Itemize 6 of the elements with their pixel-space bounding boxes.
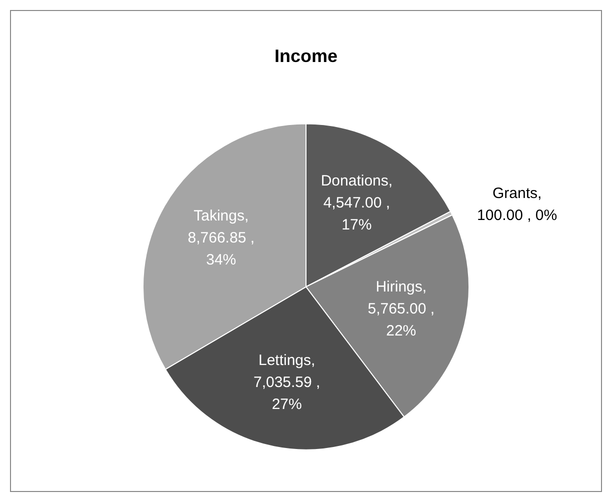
chart-title: Income: [274, 46, 338, 66]
slice-label: Grants, 100.00 , 0%: [477, 185, 558, 224]
slice-label: Donations, 4,547.00 , 17%: [320, 172, 393, 234]
slice-label: Hirings, 5,765.00 , 22%: [368, 278, 435, 340]
slice-label: Lettings, 7,035.59 , 27%: [253, 352, 320, 413]
slice-label: Takings, 8,766.85 , 34%: [188, 207, 254, 268]
